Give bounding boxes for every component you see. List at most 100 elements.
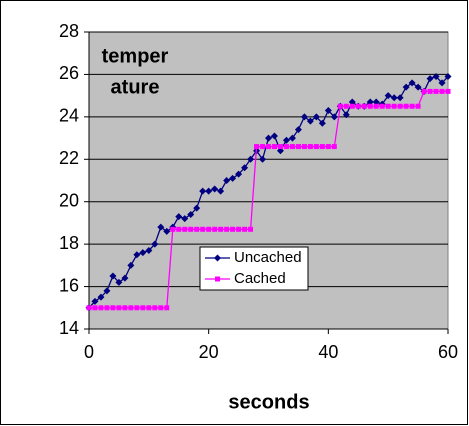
data-point xyxy=(128,305,134,311)
data-point xyxy=(295,144,301,150)
data-point xyxy=(415,103,421,109)
data-point xyxy=(145,247,153,255)
y-tick-label: 24 xyxy=(59,106,79,126)
data-point xyxy=(355,103,361,109)
data-point xyxy=(146,305,152,311)
data-point xyxy=(432,73,440,81)
data-point xyxy=(289,144,295,150)
data-point xyxy=(402,83,410,91)
legend-label: Cached xyxy=(234,270,286,287)
data-point xyxy=(307,144,313,150)
x-tick-label: 0 xyxy=(84,342,94,362)
data-point xyxy=(103,287,111,295)
data-point xyxy=(133,251,141,259)
data-point xyxy=(439,88,445,94)
data-point xyxy=(217,187,225,195)
data-point xyxy=(230,226,236,232)
data-point xyxy=(206,226,212,232)
x-tick-label: 40 xyxy=(318,342,338,362)
data-point xyxy=(414,83,422,91)
data-point xyxy=(170,226,176,232)
data-point xyxy=(199,187,207,195)
data-point xyxy=(390,94,398,102)
data-point xyxy=(110,305,116,311)
chart-title: ature xyxy=(111,76,160,98)
data-point xyxy=(325,144,331,150)
y-tick-label: 16 xyxy=(59,275,79,295)
data-point xyxy=(115,278,123,286)
data-point xyxy=(271,144,277,150)
data-point xyxy=(181,215,189,223)
data-point xyxy=(312,113,320,121)
data-point xyxy=(122,305,128,311)
data-point xyxy=(97,293,105,301)
x-axis-title: seconds xyxy=(228,391,309,413)
data-point xyxy=(270,132,278,140)
data-point xyxy=(277,144,283,150)
data-point xyxy=(151,240,159,248)
data-point xyxy=(229,174,237,182)
data-point xyxy=(373,103,379,109)
data-point xyxy=(396,94,404,102)
data-point xyxy=(176,226,182,232)
data-point xyxy=(337,103,343,109)
data-point xyxy=(157,223,165,231)
data-point xyxy=(188,226,194,232)
data-point xyxy=(409,103,415,109)
data-point xyxy=(421,88,427,94)
data-point xyxy=(343,103,349,109)
data-point xyxy=(283,144,289,150)
legend-marker xyxy=(214,254,221,262)
y-tick-label: 14 xyxy=(59,318,79,338)
data-point xyxy=(241,164,249,172)
data-point xyxy=(319,144,325,150)
y-tick-label: 20 xyxy=(59,190,79,210)
data-point xyxy=(379,103,385,109)
data-point xyxy=(254,144,260,150)
data-point xyxy=(301,144,307,150)
data-point xyxy=(223,177,231,184)
data-point xyxy=(200,226,206,232)
data-point xyxy=(259,155,267,163)
data-point xyxy=(313,144,319,150)
data-point xyxy=(318,119,326,127)
data-point xyxy=(324,106,332,114)
data-point xyxy=(175,213,183,221)
data-point xyxy=(104,305,110,311)
data-point xyxy=(193,204,201,212)
data-point xyxy=(426,75,434,83)
data-point xyxy=(361,103,367,109)
data-point xyxy=(330,113,338,121)
data-point xyxy=(282,136,290,144)
y-tick-label: 18 xyxy=(59,233,79,253)
data-point xyxy=(294,126,302,134)
data-point xyxy=(127,261,135,269)
data-point xyxy=(98,305,104,311)
data-point xyxy=(211,185,219,193)
y-tick-label: 22 xyxy=(59,148,79,168)
data-point xyxy=(187,210,195,218)
data-point xyxy=(121,274,129,282)
data-point xyxy=(408,79,416,87)
data-point xyxy=(218,226,224,232)
data-point xyxy=(224,226,230,232)
data-point xyxy=(433,88,439,94)
data-point xyxy=(163,227,171,235)
data-point xyxy=(182,226,188,232)
data-point xyxy=(367,103,373,109)
data-point xyxy=(248,226,254,232)
data-point xyxy=(194,226,200,232)
data-point xyxy=(86,305,92,311)
data-point xyxy=(445,88,451,94)
data-point xyxy=(306,117,314,125)
data-point xyxy=(205,187,213,195)
legend-marker xyxy=(215,276,220,282)
data-point xyxy=(265,134,272,142)
data-point xyxy=(349,103,355,109)
data-point xyxy=(260,144,266,150)
data-point xyxy=(403,103,409,109)
data-point xyxy=(342,111,350,119)
y-tick-label: 26 xyxy=(59,63,79,83)
data-point xyxy=(140,305,146,311)
